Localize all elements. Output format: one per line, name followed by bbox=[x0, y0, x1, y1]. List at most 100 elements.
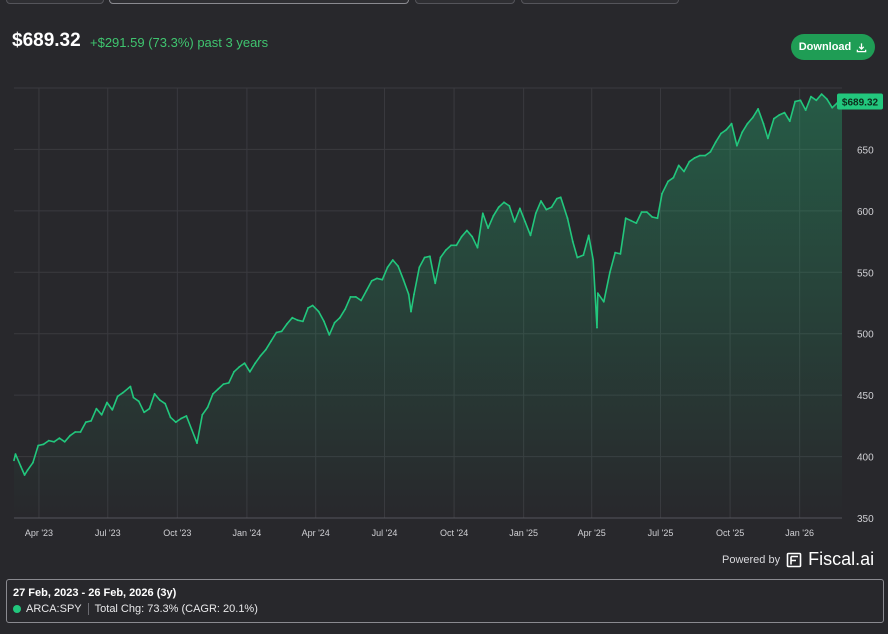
x-tick-label: Jan '25 bbox=[509, 528, 538, 538]
x-tick-label: Jan '26 bbox=[785, 528, 814, 538]
data-point bbox=[619, 253, 622, 255]
data-point bbox=[693, 157, 696, 159]
data-point bbox=[143, 411, 146, 414]
data-point bbox=[307, 307, 309, 309]
data-point bbox=[410, 310, 412, 313]
data-point bbox=[513, 221, 516, 223]
x-tick-label: Apr '24 bbox=[302, 528, 330, 538]
data-point bbox=[492, 214, 495, 217]
data-point bbox=[391, 259, 394, 261]
data-point bbox=[815, 99, 818, 102]
series-area-fill bbox=[14, 94, 842, 518]
data-point bbox=[646, 211, 648, 214]
data-point bbox=[174, 421, 177, 424]
data-point bbox=[84, 421, 87, 424]
x-tick-label: Oct '23 bbox=[163, 528, 191, 538]
data-point bbox=[596, 292, 599, 295]
y-tick-label: 600 bbox=[857, 207, 874, 218]
data-point bbox=[339, 316, 341, 319]
download-button[interactable]: Download bbox=[791, 34, 875, 60]
data-point bbox=[74, 431, 77, 433]
data-point bbox=[95, 407, 98, 410]
series-color-dot bbox=[13, 605, 21, 613]
data-point bbox=[212, 393, 214, 395]
data-point bbox=[42, 443, 45, 446]
data-point bbox=[609, 271, 611, 274]
data-point bbox=[529, 234, 532, 237]
data-point bbox=[122, 391, 124, 394]
data-point bbox=[423, 256, 426, 259]
price-chart[interactable]: Apr '23 Jul '23 Oct '23 Jan '24 Apr '24 Jul '… bbox=[0, 0, 888, 560]
data-point bbox=[487, 227, 489, 230]
data-point bbox=[196, 442, 198, 444]
fiscal-logo-icon bbox=[786, 552, 802, 567]
chart-area-layer bbox=[13, 93, 843, 518]
data-point bbox=[651, 216, 654, 218]
data-point bbox=[53, 440, 55, 443]
data-point bbox=[534, 212, 537, 215]
data-point bbox=[524, 221, 527, 223]
powered-by-label: Powered by bbox=[722, 553, 781, 566]
download-button-label: Download bbox=[798, 41, 852, 53]
x-axis: Apr '23 Jul '23 Oct '23 Jan '24 Apr '24 Jul '… bbox=[25, 528, 814, 538]
x-tick-label: Jul '25 bbox=[648, 528, 674, 538]
y-tick-label: 400 bbox=[857, 453, 874, 464]
data-point bbox=[434, 282, 437, 285]
data-point bbox=[826, 98, 828, 100]
data-point bbox=[582, 254, 585, 256]
x-tick-label: Oct '25 bbox=[716, 528, 744, 538]
data-point bbox=[365, 289, 368, 292]
data-point bbox=[111, 409, 114, 411]
data-point bbox=[370, 280, 373, 282]
legend-divider bbox=[87, 603, 89, 615]
y-tick-label: 350 bbox=[857, 514, 874, 525]
data-point bbox=[37, 444, 40, 447]
data-point bbox=[688, 160, 691, 163]
last-value-label: $689.32 bbox=[842, 98, 879, 109]
data-point bbox=[559, 196, 562, 199]
data-point bbox=[132, 396, 135, 399]
data-point bbox=[180, 417, 183, 420]
data-point bbox=[788, 120, 791, 123]
data-point bbox=[58, 437, 61, 439]
data-point bbox=[592, 259, 595, 261]
data-point bbox=[63, 440, 66, 443]
data-point bbox=[206, 406, 209, 409]
data-point bbox=[635, 222, 638, 225]
data-point bbox=[672, 176, 675, 179]
data-point bbox=[503, 201, 505, 204]
data-point bbox=[407, 293, 410, 296]
data-point bbox=[602, 300, 605, 303]
data-point bbox=[13, 459, 15, 462]
data-point bbox=[661, 192, 663, 195]
data-point bbox=[270, 340, 272, 342]
data-point bbox=[344, 308, 347, 310]
data-point bbox=[439, 256, 442, 259]
legend-ticker: ARCA:SPY bbox=[26, 603, 82, 615]
data-point bbox=[164, 402, 167, 405]
powered-by[interactable]: Powered by Fiscal.ai bbox=[722, 549, 874, 570]
data-point bbox=[725, 128, 728, 131]
legend-summary: Total Chg: 73.3% (CAGR: 20.1%) bbox=[94, 603, 258, 615]
x-tick-label: Jan '24 bbox=[233, 528, 262, 538]
data-point bbox=[185, 415, 188, 417]
data-point bbox=[286, 323, 288, 325]
data-point bbox=[704, 154, 706, 157]
data-point bbox=[233, 370, 235, 373]
data-point bbox=[275, 331, 278, 334]
data-point bbox=[14, 453, 17, 455]
data-point bbox=[640, 211, 643, 214]
data-point bbox=[746, 122, 749, 125]
data-point bbox=[476, 246, 479, 249]
data-point bbox=[630, 219, 632, 222]
data-point bbox=[550, 206, 553, 209]
data-point bbox=[714, 141, 717, 144]
data-point bbox=[497, 206, 500, 209]
x-tick-label: Apr '25 bbox=[578, 528, 606, 538]
data-point bbox=[736, 144, 738, 147]
data-point bbox=[614, 251, 617, 254]
data-point bbox=[576, 256, 579, 259]
data-point bbox=[264, 348, 267, 351]
data-point bbox=[238, 366, 241, 368]
data-point bbox=[169, 416, 172, 419]
